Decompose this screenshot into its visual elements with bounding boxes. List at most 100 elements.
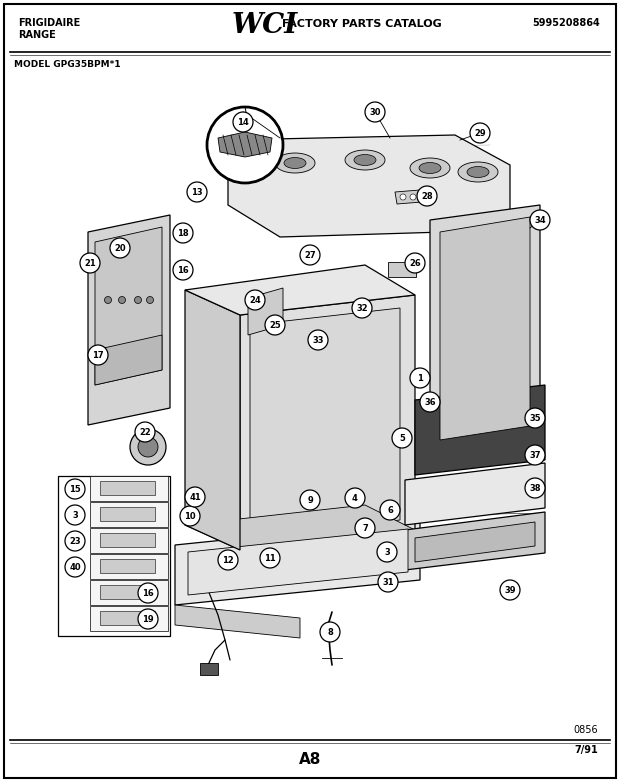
Circle shape: [218, 550, 238, 570]
Text: WCI: WCI: [232, 12, 298, 39]
Text: 15: 15: [69, 485, 81, 494]
Circle shape: [173, 223, 193, 243]
Text: 4: 4: [352, 494, 358, 503]
Circle shape: [185, 487, 205, 507]
Text: 5995208864: 5995208864: [532, 18, 600, 28]
Text: MODEL GPG35BPM*1: MODEL GPG35BPM*1: [14, 60, 121, 69]
Text: 6: 6: [387, 506, 393, 515]
Ellipse shape: [354, 155, 376, 166]
Polygon shape: [185, 290, 240, 550]
Circle shape: [180, 506, 200, 526]
Text: 21: 21: [84, 259, 96, 268]
Ellipse shape: [345, 150, 385, 170]
Circle shape: [207, 107, 283, 183]
Bar: [100, 507, 155, 521]
Bar: [100, 533, 155, 547]
Circle shape: [470, 123, 490, 143]
Text: 30: 30: [370, 108, 381, 117]
Text: 8: 8: [327, 628, 333, 637]
Circle shape: [138, 609, 158, 629]
Text: RANGE: RANGE: [18, 30, 56, 40]
Bar: [100, 481, 155, 495]
Bar: [90, 606, 168, 631]
Circle shape: [138, 437, 158, 457]
Bar: [90, 476, 168, 501]
Circle shape: [392, 428, 412, 448]
Polygon shape: [248, 288, 283, 335]
Circle shape: [355, 518, 375, 538]
Circle shape: [352, 298, 372, 318]
Circle shape: [525, 478, 545, 498]
Text: 31: 31: [382, 578, 394, 587]
Polygon shape: [175, 605, 300, 638]
Circle shape: [308, 330, 328, 350]
Bar: [90, 580, 168, 605]
Circle shape: [260, 548, 280, 568]
Bar: [100, 559, 155, 573]
Text: 18: 18: [177, 229, 189, 238]
Polygon shape: [250, 308, 400, 538]
Polygon shape: [95, 335, 162, 385]
Text: 1: 1: [417, 374, 423, 383]
Circle shape: [380, 500, 400, 520]
Text: 13: 13: [191, 188, 203, 197]
Text: 9: 9: [307, 496, 313, 505]
Text: 14: 14: [237, 118, 249, 127]
Text: 41: 41: [189, 493, 201, 502]
Bar: [90, 528, 168, 553]
Polygon shape: [185, 505, 415, 550]
Bar: [58, 476, 170, 636]
Polygon shape: [395, 190, 422, 204]
Polygon shape: [405, 463, 545, 525]
Text: 16: 16: [142, 589, 154, 598]
Circle shape: [110, 238, 130, 258]
Text: 38: 38: [529, 484, 541, 493]
Circle shape: [173, 260, 193, 280]
Text: FRIGIDAIRE: FRIGIDAIRE: [18, 18, 80, 28]
Polygon shape: [228, 135, 510, 237]
Circle shape: [525, 408, 545, 428]
Ellipse shape: [467, 167, 489, 178]
Text: 11: 11: [264, 554, 276, 563]
Text: 16: 16: [177, 266, 189, 275]
Text: 32: 32: [356, 304, 368, 313]
Circle shape: [345, 488, 365, 508]
Text: 25: 25: [269, 321, 281, 330]
Text: 24: 24: [249, 296, 261, 305]
Circle shape: [187, 182, 207, 202]
Circle shape: [320, 622, 340, 642]
Text: 7/91: 7/91: [574, 745, 598, 755]
Circle shape: [405, 253, 425, 273]
Circle shape: [65, 531, 85, 551]
Polygon shape: [185, 265, 415, 315]
Circle shape: [88, 345, 108, 365]
Circle shape: [65, 557, 85, 577]
Circle shape: [130, 429, 166, 465]
Text: 27: 27: [304, 251, 316, 260]
Circle shape: [525, 445, 545, 465]
Polygon shape: [175, 520, 420, 605]
Circle shape: [300, 245, 320, 265]
Circle shape: [105, 296, 112, 303]
Polygon shape: [415, 385, 545, 475]
Circle shape: [410, 368, 430, 388]
Text: 26: 26: [409, 259, 421, 268]
Text: A8: A8: [299, 752, 321, 767]
Circle shape: [300, 490, 320, 510]
Text: 40: 40: [69, 563, 81, 572]
Circle shape: [417, 186, 437, 206]
Text: 29: 29: [474, 129, 486, 138]
Polygon shape: [440, 217, 530, 440]
Circle shape: [500, 580, 520, 600]
Circle shape: [233, 112, 253, 132]
Text: 36: 36: [424, 398, 436, 407]
Ellipse shape: [275, 153, 315, 173]
Circle shape: [146, 296, 154, 303]
Bar: [388, 262, 416, 277]
Circle shape: [135, 296, 141, 303]
Text: 28: 28: [421, 192, 433, 201]
Text: 20: 20: [114, 244, 126, 253]
Circle shape: [65, 479, 85, 499]
Text: 39: 39: [504, 586, 516, 595]
Text: 33: 33: [312, 336, 324, 345]
